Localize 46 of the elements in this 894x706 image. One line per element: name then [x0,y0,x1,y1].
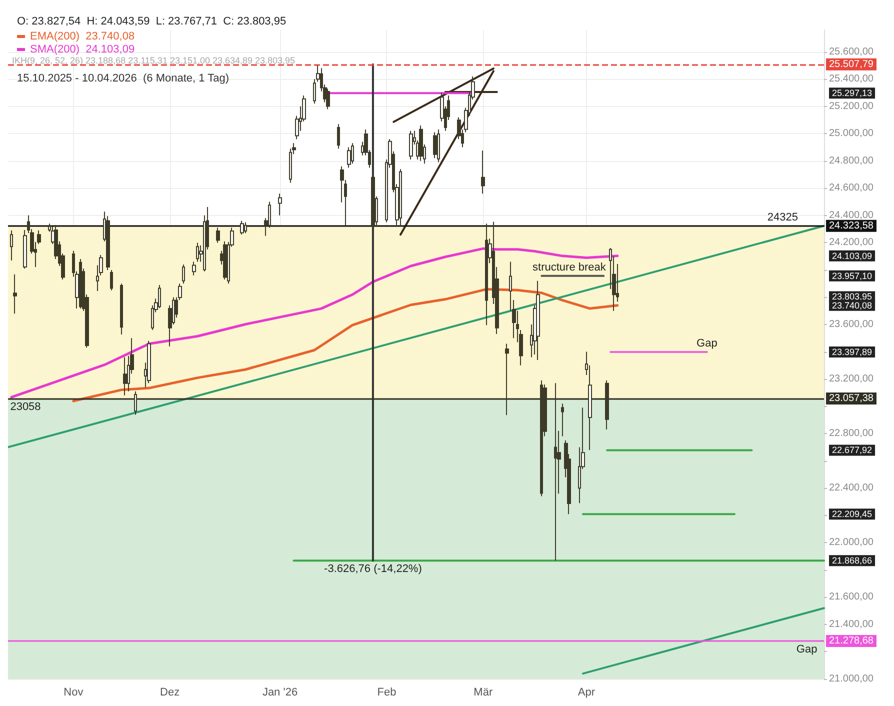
y-tick-label: 21.868,66 [832,556,872,566]
y-tick-label: 25.297,13 [832,88,872,98]
legend-label: EMA(200) 23.740,08 [30,30,135,42]
ref-line-label: 21.278,68 [829,636,874,647]
y-tick-label: 23.200,00 [829,374,874,385]
annotation: Gap [696,338,718,350]
y-tick-label: 25.400,00 [829,74,874,85]
chart-title: O: 23.827,54 H: 24.043,59 L: 23.767,71 C: 23.803,95 [17,16,286,28]
legend-label: SMA(200) 24.103,09 [30,44,135,56]
y-tick-label: 21.000,00 [829,674,874,684]
y-tick-label: 23.397,89 [832,347,872,358]
y-tick-label: 23.740,08 [832,300,872,310]
y-tick-label: 23.957,10 [832,270,872,281]
y-tick-label: 23.803,95 [832,292,872,302]
y-tick-label: 22.677,92 [832,445,872,456]
x-tick-label: Nov [64,686,84,698]
ref-line-label: 23.057,38 [829,392,874,404]
x-tick-label: Mär [474,686,493,698]
annotation: 23058 [10,400,41,413]
y-tick-label: 24.200,00 [829,237,874,248]
annotation: 24325 [767,211,798,224]
y-tick-label: 25.600,00 [829,46,874,58]
y-tick-label: 22.800,00 [829,428,874,440]
y-tick-label: 25.000,00 [829,128,874,140]
y-tick-label: 24.400,00 [829,210,874,221]
y-tick-label: 21.600,00 [829,592,874,603]
x-tick-label: Feb [377,686,396,698]
text: 15.10.2025 - 10.04.2026 (6 Monate, 1 Tag) [17,72,230,84]
ref-line-label: 25.507,79 [829,58,874,70]
y-tick-label: 24.103,09 [832,250,872,261]
x-tick-label: Dez [160,686,180,698]
ref-line-label: 24.323,58 [829,220,874,232]
y-tick-label: 22.209,45 [832,509,872,520]
annotation: -3.626,76 (-14,22%) [324,563,422,576]
y-tick-label: 24.800,00 [829,155,874,166]
annotation: Gap [796,644,818,656]
annotation: structure break [532,261,606,274]
y-tick-label: 24.600,00 [829,182,874,194]
y-tick-label: 22.400,00 [829,482,874,494]
y-tick-label: 22.000,00 [829,537,874,548]
x-tick-label: Jan '26 [262,686,298,698]
annotation: IKH(9, 26, 52, 26) 23.188,68 23.115,31 23.151,00 23.634,89 23.803,95 [12,56,296,66]
x-tick-label: Apr [578,686,596,698]
y-tick-label: 21.400,00 [829,618,874,630]
y-tick-label: 25.200,00 [829,100,874,112]
y-tick-label: 23.600,00 [829,319,874,330]
